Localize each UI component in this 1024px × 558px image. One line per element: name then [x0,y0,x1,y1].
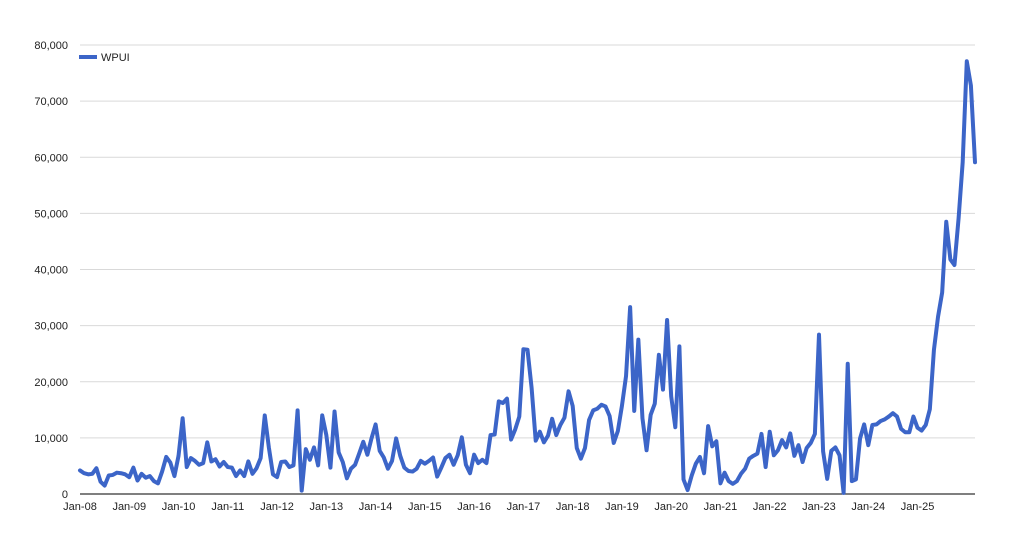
legend-label: WPUI [101,52,130,64]
x-tick-label: Jan-17 [507,501,541,513]
x-tick-label: Jan-09 [112,501,146,513]
x-tick-label: Jan-13 [310,501,344,513]
x-tick-label: Jan-08 [63,501,97,513]
x-tick-label: Jan-20 [654,501,688,513]
x-tick-label: Jan-15 [408,501,442,513]
y-tick-label: 30,000 [34,321,68,333]
x-tick-label: Jan-23 [802,501,836,513]
gridlines [80,44,975,495]
y-tick-label: 0 [62,489,68,501]
y-tick-label: 50,000 [34,208,68,220]
x-tick-label: Jan-11 [211,501,244,513]
x-tick-label: Jan-25 [901,501,935,513]
y-tick-label: 60,000 [34,152,68,164]
x-tick-label: Jan-24 [851,501,885,513]
series-line-wpui [78,59,977,495]
y-tick-label: 80,000 [34,40,68,52]
x-tick-label: Jan-12 [260,501,294,513]
x-tick-label: Jan-19 [605,501,639,513]
x-tick-label: Jan-10 [162,501,196,513]
x-tick-label: Jan-22 [753,501,787,513]
legend: WPUI [79,52,130,64]
x-tick-label: Jan-16 [457,501,491,513]
y-tick-label: 70,000 [34,96,68,108]
x-tick-label: Jan-18 [556,501,590,513]
y-tick-label: 10,000 [34,433,68,445]
y-tick-label: 40,000 [34,265,68,277]
series [78,59,977,495]
x-tick-label: Jan-14 [359,501,393,513]
y-tick-label: 20,000 [34,377,68,389]
axes: 0 10,000 20,000 30,000 40,000 50,000 60,000 70,… [34,40,934,513]
x-tick-label: Jan-21 [704,501,738,513]
